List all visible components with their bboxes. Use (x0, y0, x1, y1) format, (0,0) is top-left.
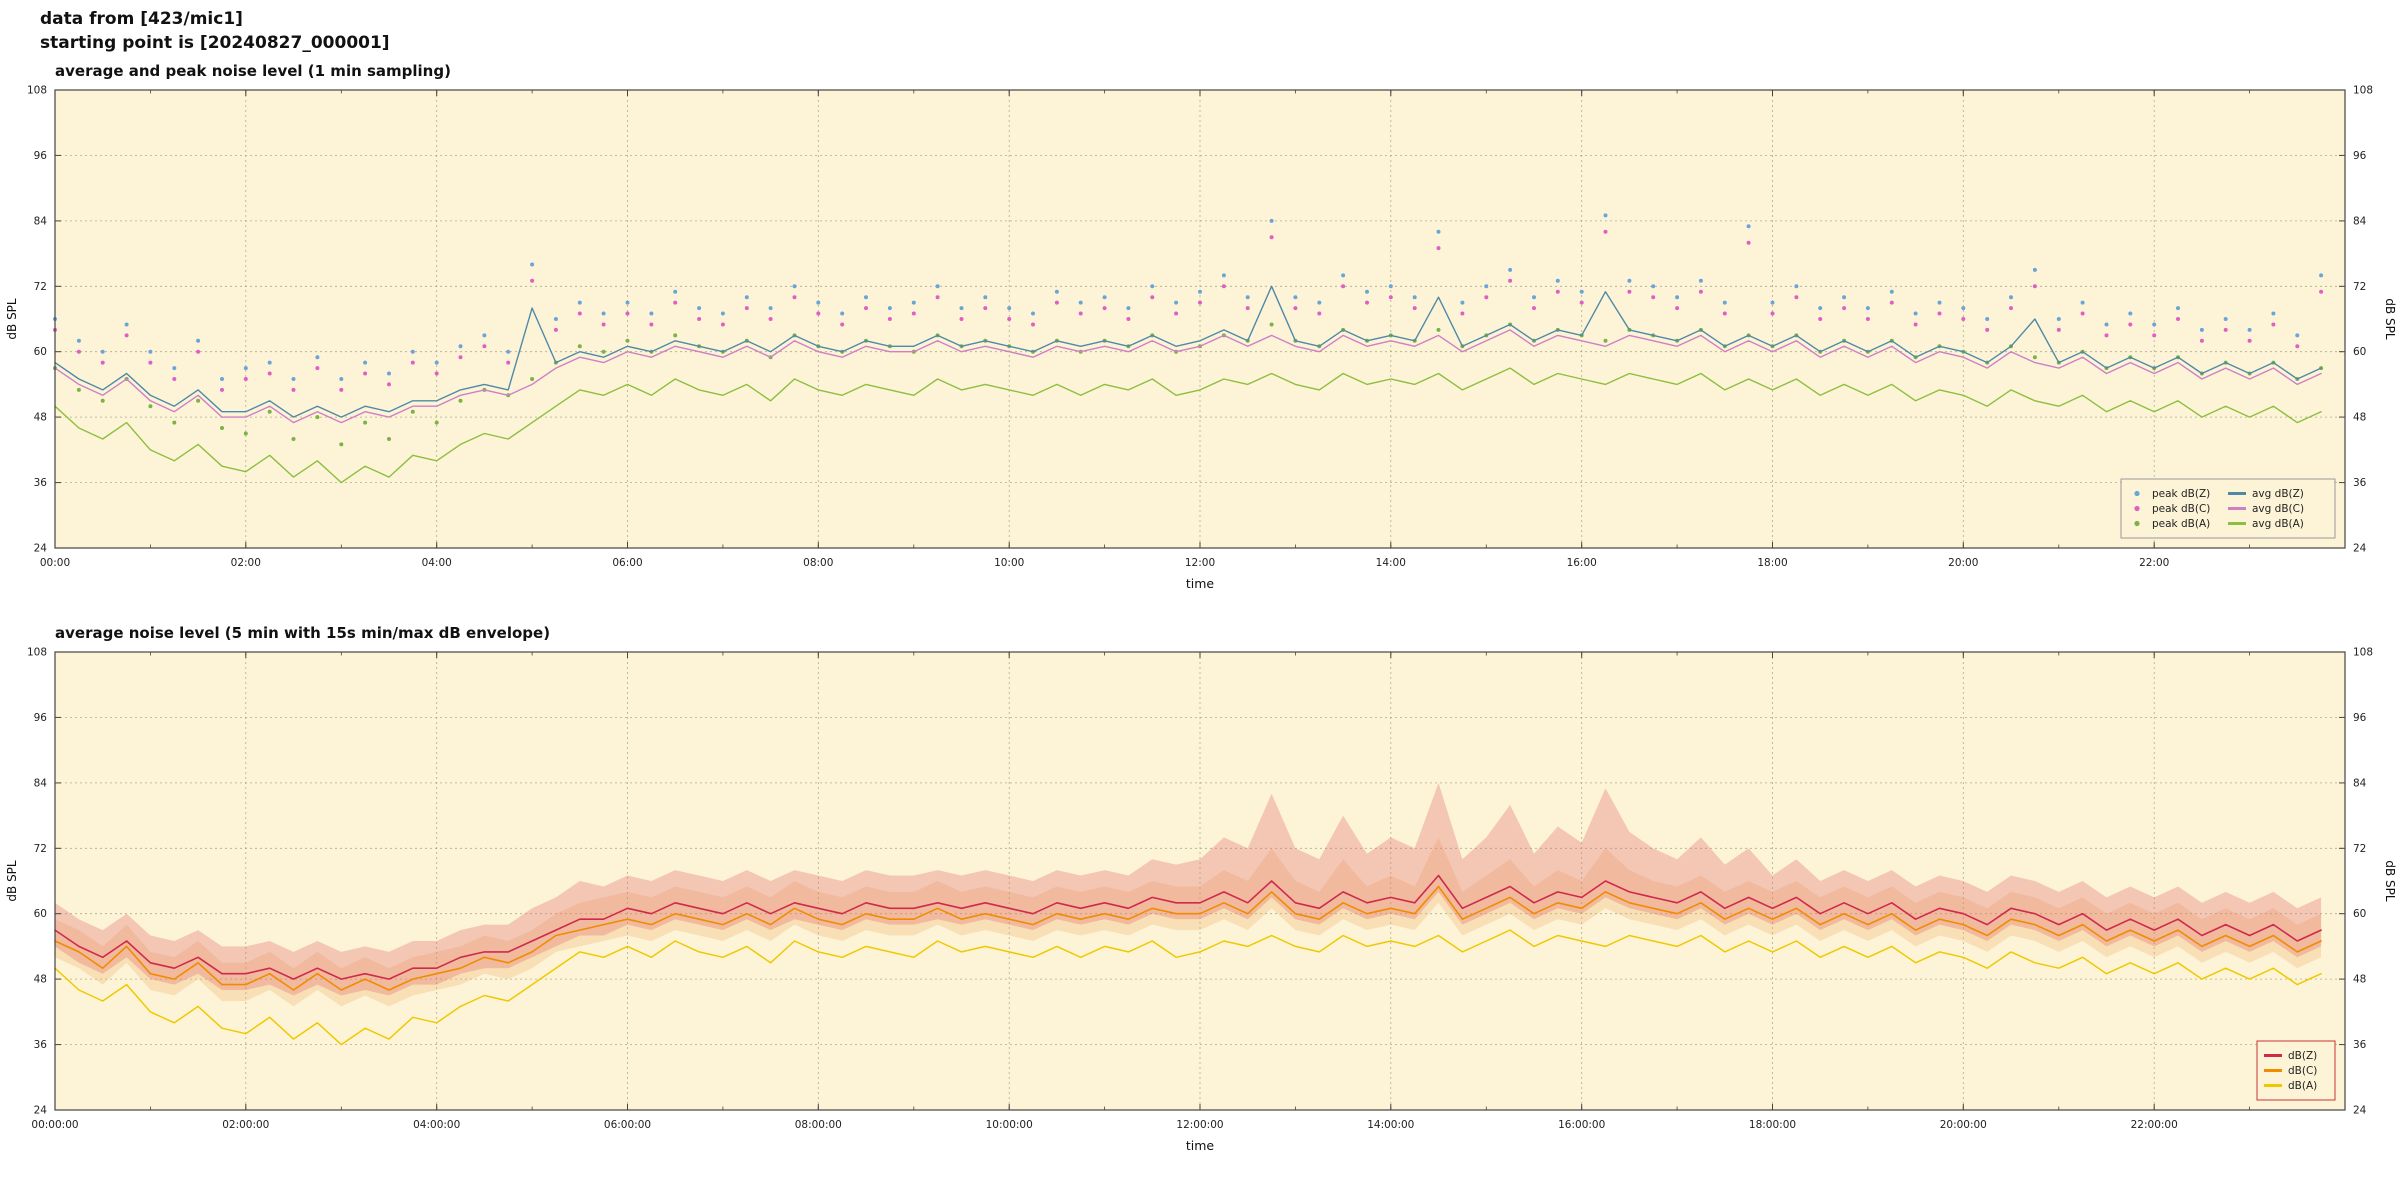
svg-text:dB SPL: dB SPL (5, 860, 19, 902)
svg-text:06:00: 06:00 (612, 557, 642, 569)
svg-text:20:00: 20:00 (1948, 557, 1978, 569)
svg-text:peak dB(A): peak dB(A) (2152, 518, 2210, 530)
svg-text:24: 24 (2353, 542, 2367, 554)
svg-text:84: 84 (34, 777, 48, 789)
svg-text:20:00:00: 20:00:00 (1940, 1119, 1987, 1131)
svg-text:108: 108 (2353, 84, 2373, 96)
svg-text:avg dB(Z): avg dB(Z) (2252, 488, 2304, 500)
svg-text:36: 36 (34, 477, 48, 489)
svg-text:14:00:00: 14:00:00 (1367, 1119, 1414, 1131)
svg-text:72: 72 (34, 280, 47, 292)
header-starting-point: starting point is [20240827_000001] (40, 32, 390, 53)
svg-text:06:00:00: 06:00:00 (604, 1119, 651, 1131)
svg-text:60: 60 (34, 908, 47, 920)
svg-text:10:00:00: 10:00:00 (986, 1119, 1033, 1131)
svg-text:24: 24 (2353, 1104, 2367, 1116)
svg-text:00:00: 00:00 (40, 557, 70, 569)
chart-top: average and peak noise level (1 min samp… (0, 62, 2400, 620)
svg-text:48: 48 (2353, 411, 2366, 423)
svg-text:72: 72 (34, 842, 47, 854)
svg-text:04:00: 04:00 (422, 557, 452, 569)
svg-text:108: 108 (2353, 646, 2373, 658)
svg-text:12:00: 12:00 (1185, 557, 1215, 569)
svg-text:dB(C): dB(C) (2288, 1065, 2317, 1077)
svg-text:96: 96 (2353, 149, 2367, 161)
svg-text:84: 84 (2353, 215, 2367, 227)
top-chart-svg: 24 24 36 36 48 48 60 60 72 72 84 84 96 96 108 108 00:00 0… (5, 84, 2397, 591)
svg-text:02:00:00: 02:00:00 (222, 1119, 269, 1131)
svg-text:02:00: 02:00 (231, 557, 261, 569)
svg-text:60: 60 (34, 346, 47, 358)
svg-text:12:00:00: 12:00:00 (1176, 1119, 1223, 1131)
svg-text:dB(A): dB(A) (2288, 1080, 2317, 1092)
svg-text:96: 96 (2353, 711, 2367, 723)
svg-text:24: 24 (34, 542, 48, 554)
svg-text:24: 24 (34, 1104, 48, 1116)
svg-text:36: 36 (2353, 1039, 2367, 1051)
svg-text:18:00: 18:00 (1757, 557, 1787, 569)
figure-header: data from [423/mic1] starting point is [… (0, 0, 2400, 58)
svg-text:72: 72 (2353, 280, 2366, 292)
svg-text:108: 108 (27, 84, 47, 96)
svg-text:60: 60 (2353, 346, 2366, 358)
svg-text:22:00: 22:00 (2139, 557, 2169, 569)
svg-text:04:00:00: 04:00:00 (413, 1119, 460, 1131)
svg-text:60: 60 (2353, 908, 2366, 920)
svg-text:dB SPL: dB SPL (2383, 860, 2397, 902)
svg-text:10:00: 10:00 (994, 557, 1024, 569)
chart-bottom-plot: 24 24 36 36 48 48 60 60 72 72 84 84 96 96 108 108 00:00:… (0, 642, 2400, 1182)
svg-text:72: 72 (2353, 842, 2366, 854)
svg-text:peak dB(Z): peak dB(Z) (2152, 488, 2210, 500)
chart-top-title: average and peak noise level (1 min samp… (55, 61, 451, 80)
svg-text:avg dB(C): avg dB(C) (2252, 503, 2304, 515)
svg-text:36: 36 (2353, 477, 2367, 489)
svg-text:00:00:00: 00:00:00 (31, 1119, 78, 1131)
svg-text:22:00:00: 22:00:00 (2131, 1119, 2178, 1131)
svg-text:dB(Z): dB(Z) (2288, 1050, 2317, 1062)
chart-bottom: average noise level (5 min with 15s min/… (0, 624, 2400, 1182)
svg-text:time: time (1186, 1138, 1215, 1153)
svg-text:dB SPL: dB SPL (2383, 298, 2397, 340)
svg-text:48: 48 (34, 973, 47, 985)
svg-text:time: time (1186, 576, 1215, 591)
svg-text:16:00:00: 16:00:00 (1558, 1119, 1605, 1131)
svg-text:avg dB(A): avg dB(A) (2252, 518, 2304, 530)
svg-text:18:00:00: 18:00:00 (1749, 1119, 1796, 1131)
svg-text:84: 84 (2353, 777, 2367, 789)
svg-text:08:00:00: 08:00:00 (795, 1119, 842, 1131)
chart-bottom-title: average noise level (5 min with 15s min/… (55, 623, 551, 642)
svg-text:dB SPL: dB SPL (5, 298, 19, 340)
chart-top-plot: 24 24 36 36 48 48 60 60 72 72 84 84 96 96 108 108 00:00 0… (0, 80, 2400, 620)
svg-text:14:00: 14:00 (1376, 557, 1406, 569)
svg-text:84: 84 (34, 215, 48, 227)
bottom-chart-svg: 24 24 36 36 48 48 60 60 72 72 84 84 96 96 108 108 00:00:… (5, 646, 2397, 1153)
svg-text:96: 96 (34, 149, 48, 161)
svg-text:36: 36 (34, 1039, 48, 1051)
svg-text:48: 48 (34, 411, 47, 423)
svg-text:08:00: 08:00 (803, 557, 833, 569)
svg-text:96: 96 (34, 711, 48, 723)
svg-text:108: 108 (27, 646, 47, 658)
svg-text:peak dB(C): peak dB(C) (2152, 503, 2210, 515)
svg-text:16:00: 16:00 (1567, 557, 1597, 569)
svg-text:48: 48 (2353, 973, 2366, 985)
header-data-source: data from [423/mic1] (40, 9, 243, 29)
